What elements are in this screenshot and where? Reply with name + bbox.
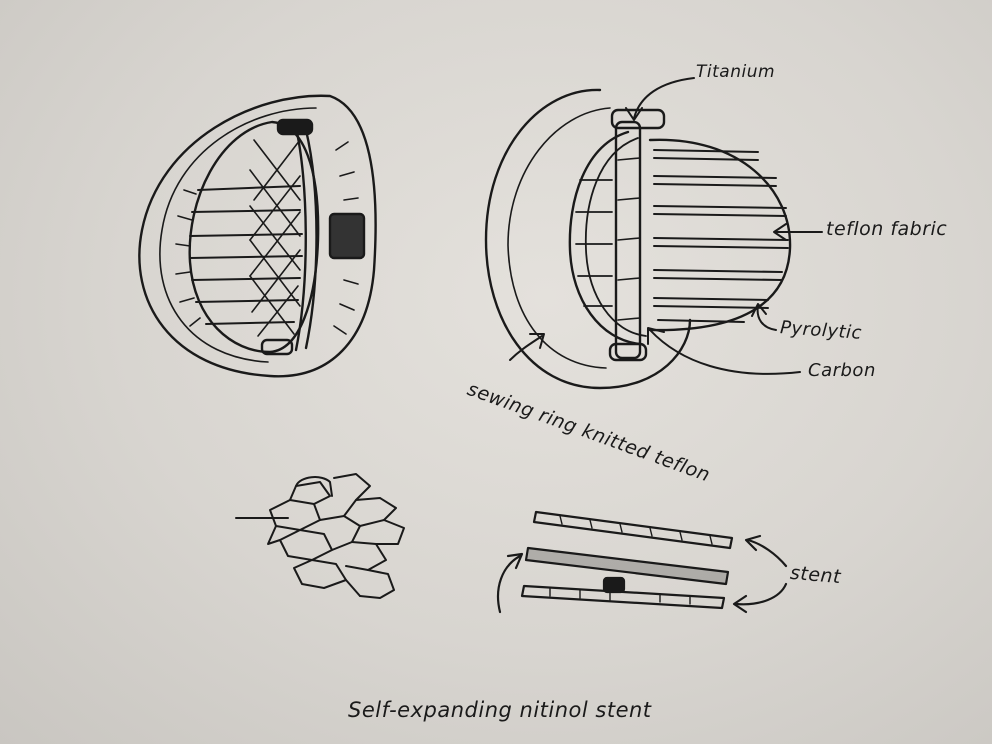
caption: Self-expanding nitinol stent	[348, 698, 652, 722]
right-valve-bottom-hinge	[608, 342, 648, 362]
stent-bars-sketch	[496, 510, 788, 614]
right-valve-sketch	[484, 88, 792, 390]
right-valve-strut-ticks	[617, 157, 641, 321]
label-teflon-fabric: teflon fabric	[826, 218, 948, 240]
stent-bar-middle	[524, 546, 730, 586]
left-valve-top-hinge	[276, 118, 314, 136]
stent-arrow-left	[496, 554, 522, 614]
titanium-arrow	[633, 77, 695, 119]
right-valve-sewing-ring-inner	[507, 107, 611, 369]
right-valve-ring-front-2	[584, 137, 647, 337]
left-valve-side-clip	[328, 212, 366, 260]
left-valve-leaflet	[188, 120, 320, 354]
right-valve-left-bars	[575, 179, 613, 307]
stent-bar-top	[532, 510, 734, 550]
left-valve-bottom-hinge	[260, 338, 294, 356]
right-valve-fabric-bars	[653, 149, 789, 323]
label-titanium: Titanium	[696, 62, 776, 82]
right-valve-ring-front	[568, 130, 642, 346]
stent-bar-bottom	[520, 584, 726, 610]
hexagon-mesh-tube	[295, 476, 333, 497]
right-valve-sewing-ring	[484, 88, 692, 390]
hexagon-mesh-sketch	[235, 473, 405, 599]
stent-arrow-top	[746, 538, 788, 568]
left-valve-strut-2	[304, 128, 318, 350]
left-valve-strut	[294, 126, 307, 352]
pyrolytic-arrow	[756, 305, 777, 331]
left-valve-sketch	[138, 94, 377, 378]
annotation-arrows	[509, 77, 823, 375]
left-valve-crosshatch	[249, 139, 301, 337]
right-valve-titanium-strut	[614, 120, 642, 360]
left-valve-outer-ring-inner-edge	[159, 107, 317, 363]
carbon-arrow	[649, 329, 801, 375]
stent-arrow-bottom	[734, 582, 788, 606]
left-valve-leaflet-lines	[189, 185, 303, 325]
label-carbon: Carbon	[808, 360, 876, 381]
label-stent: stent	[789, 561, 842, 589]
left-valve-outer-ring	[138, 94, 377, 378]
left-valve-fringe	[175, 141, 359, 335]
stent-clip	[602, 576, 626, 594]
right-valve-leaflet	[648, 138, 792, 332]
sewing-ring-arrow	[509, 335, 543, 361]
